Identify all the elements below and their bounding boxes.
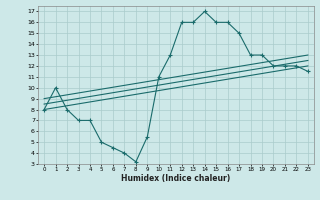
X-axis label: Humidex (Indice chaleur): Humidex (Indice chaleur) (121, 174, 231, 183)
